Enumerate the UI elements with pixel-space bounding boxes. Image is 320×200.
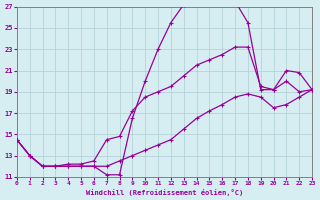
X-axis label: Windchill (Refroidissement éolien,°C): Windchill (Refroidissement éolien,°C): [86, 189, 243, 196]
